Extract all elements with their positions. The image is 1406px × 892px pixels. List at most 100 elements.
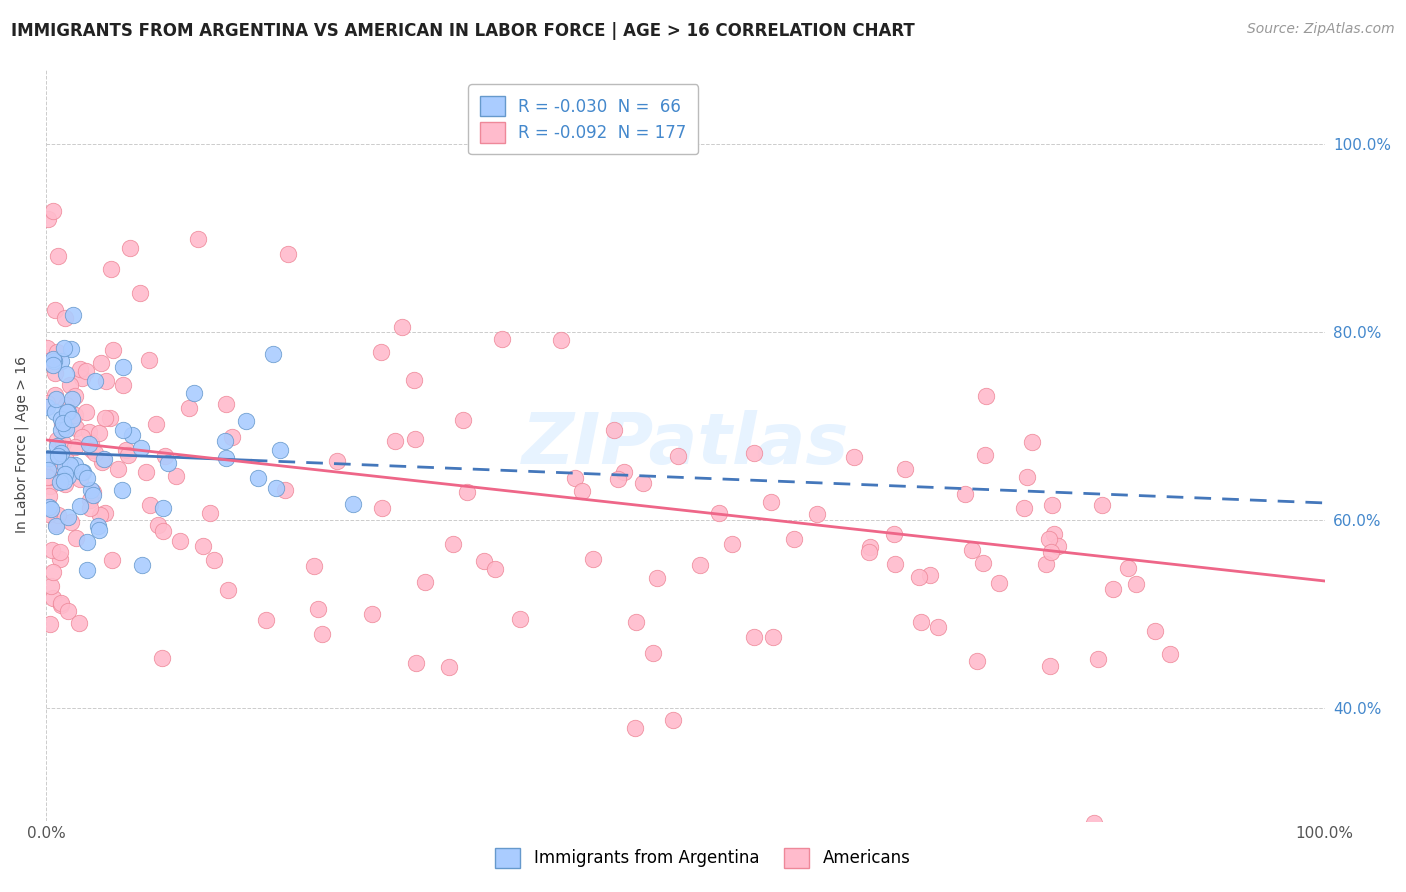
Point <box>624 615 647 630</box>
Point <box>82 485 104 500</box>
Point <box>742 446 765 460</box>
Point <box>988 575 1011 590</box>
Point <box>247 471 270 485</box>
Point <box>484 562 506 576</box>
Point <box>93 452 115 467</box>
Point <box>44 366 66 380</box>
Text: IMMIGRANTS FROM ARGENTINA VS AMERICAN IN LABOR FORCE | AGE > 16 CORRELATION CHAR: IMMIGRANTS FROM ARGENTINA VS AMERICAN IN… <box>11 22 915 40</box>
Point <box>38 490 60 504</box>
Point <box>883 558 905 572</box>
Point <box>135 466 157 480</box>
Point <box>624 721 647 735</box>
Point <box>972 556 994 570</box>
Point <box>51 417 73 432</box>
Point <box>1040 498 1063 512</box>
Point <box>55 467 77 481</box>
Point <box>308 602 330 616</box>
Point <box>662 713 685 727</box>
Point <box>269 443 291 458</box>
Point <box>76 563 98 577</box>
Point <box>146 518 169 533</box>
Point <box>1039 658 1062 673</box>
Point <box>46 344 69 359</box>
Point <box>94 506 117 520</box>
Point <box>79 500 101 515</box>
Point <box>215 450 238 465</box>
Point <box>75 364 97 378</box>
Point <box>45 518 67 533</box>
Point <box>262 347 284 361</box>
Point <box>72 465 94 479</box>
Point <box>42 351 65 366</box>
Point <box>858 545 880 559</box>
Point <box>1038 532 1060 546</box>
Point <box>806 507 828 521</box>
Point <box>1116 560 1139 574</box>
Point <box>165 469 187 483</box>
Point <box>75 405 97 419</box>
Point <box>918 568 941 582</box>
Point <box>720 537 742 551</box>
Point <box>46 249 69 263</box>
Point <box>974 448 997 462</box>
Point <box>49 423 72 437</box>
Point <box>689 558 711 573</box>
Text: Source: ZipAtlas.com: Source: ZipAtlas.com <box>1247 22 1395 37</box>
Point <box>491 332 513 346</box>
Point <box>744 630 766 644</box>
Point <box>157 456 180 470</box>
Point <box>152 501 174 516</box>
Point <box>49 551 72 566</box>
Point <box>55 398 77 412</box>
Point <box>111 483 134 497</box>
Point <box>55 452 77 467</box>
Point <box>631 476 654 491</box>
Point <box>49 412 72 426</box>
Point <box>89 508 111 522</box>
Point <box>582 552 605 566</box>
Point <box>35 341 58 355</box>
Point <box>45 433 67 447</box>
Point <box>550 333 572 347</box>
Point <box>59 343 82 357</box>
Point <box>783 532 806 546</box>
Point <box>42 353 65 368</box>
Point <box>83 446 105 460</box>
Point <box>326 454 349 468</box>
Point <box>266 481 288 495</box>
Point <box>456 485 478 500</box>
Point <box>52 341 75 355</box>
Point <box>41 358 63 372</box>
Point <box>41 203 63 218</box>
Point <box>38 508 60 522</box>
Point <box>59 458 82 472</box>
Point <box>52 435 75 450</box>
Point <box>41 358 63 372</box>
Point <box>129 441 152 455</box>
Point <box>87 523 110 537</box>
Point <box>70 465 93 479</box>
Point <box>35 396 58 410</box>
Point <box>35 401 58 415</box>
Point <box>641 646 664 660</box>
Point <box>63 440 86 454</box>
Point <box>45 392 67 407</box>
Point <box>191 539 214 553</box>
Point <box>83 374 105 388</box>
Point <box>613 465 636 479</box>
Point <box>169 534 191 549</box>
Point <box>53 477 76 491</box>
Point <box>1091 498 1114 512</box>
Point <box>1102 582 1125 596</box>
Point <box>128 286 150 301</box>
Point <box>55 422 77 436</box>
Point <box>111 423 134 437</box>
Point <box>1143 624 1166 638</box>
Point <box>87 426 110 441</box>
Point <box>58 604 80 618</box>
Point <box>370 345 392 359</box>
Point <box>1125 577 1147 591</box>
Point <box>183 386 205 401</box>
Point <box>111 360 134 375</box>
Point <box>273 483 295 497</box>
